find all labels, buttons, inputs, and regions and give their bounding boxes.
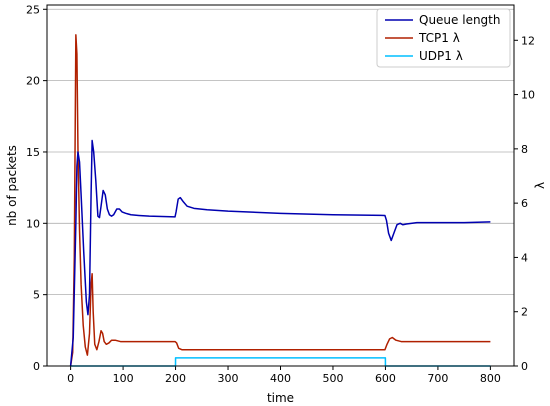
x-tick-label: 300 [218,372,239,385]
x-tick-label: 200 [165,372,186,385]
series-lines [69,34,491,367]
y-left-tick-label: 15 [26,146,40,159]
y-right-tick-labels: 0 2 4 6 8 10 12 [514,34,535,373]
x-axis-label: time [267,391,294,405]
y-left-tick-label: 25 [26,3,40,16]
y-left-tick-label: 10 [26,217,40,230]
legend-label-queue-length: Queue length [419,13,501,27]
x-tick-label: 0 [67,372,74,385]
y-right-tick-label: 10 [521,89,535,102]
y-axis-left-label: nb of packets [5,145,19,226]
y-axis-right-label: λ [533,182,547,189]
series-line-tcp1 [69,34,491,367]
legend-box [376,8,511,68]
x-tick-labels: 0 100 200 300 400 500 600 700 800 [67,366,501,385]
legend-label-tcp1: TCP1 λ [418,31,460,45]
y-right-tick-label: 2 [521,306,528,319]
legend: Queue length TCP1 λ UDP1 λ [376,8,511,68]
x-tick-label: 800 [480,372,501,385]
y-left-tick-labels: 0 5 10 15 20 25 [26,3,47,373]
plot-frame [46,4,515,367]
x-tick-label: 600 [375,372,396,385]
legend-label-udp1: UDP1 λ [419,49,463,63]
y-right-tick-label: 12 [521,34,535,47]
y-left-tick-label: 5 [33,289,40,302]
y-right-tick-label: 6 [521,197,528,210]
x-tick-label: 700 [427,372,448,385]
y-right-tick-label: 4 [521,251,528,264]
series-line-queue-length [69,139,491,367]
y-right-tick-label: 0 [521,360,528,373]
x-tick-label: 100 [113,372,134,385]
y-left-tick-label: 20 [26,75,40,88]
series-line-udp1 [70,357,491,367]
x-tick-label: 500 [322,372,343,385]
y-right-tick-label: 8 [521,143,528,156]
y-left-tick-label: 0 [33,360,40,373]
x-tick-label: 400 [270,372,291,385]
